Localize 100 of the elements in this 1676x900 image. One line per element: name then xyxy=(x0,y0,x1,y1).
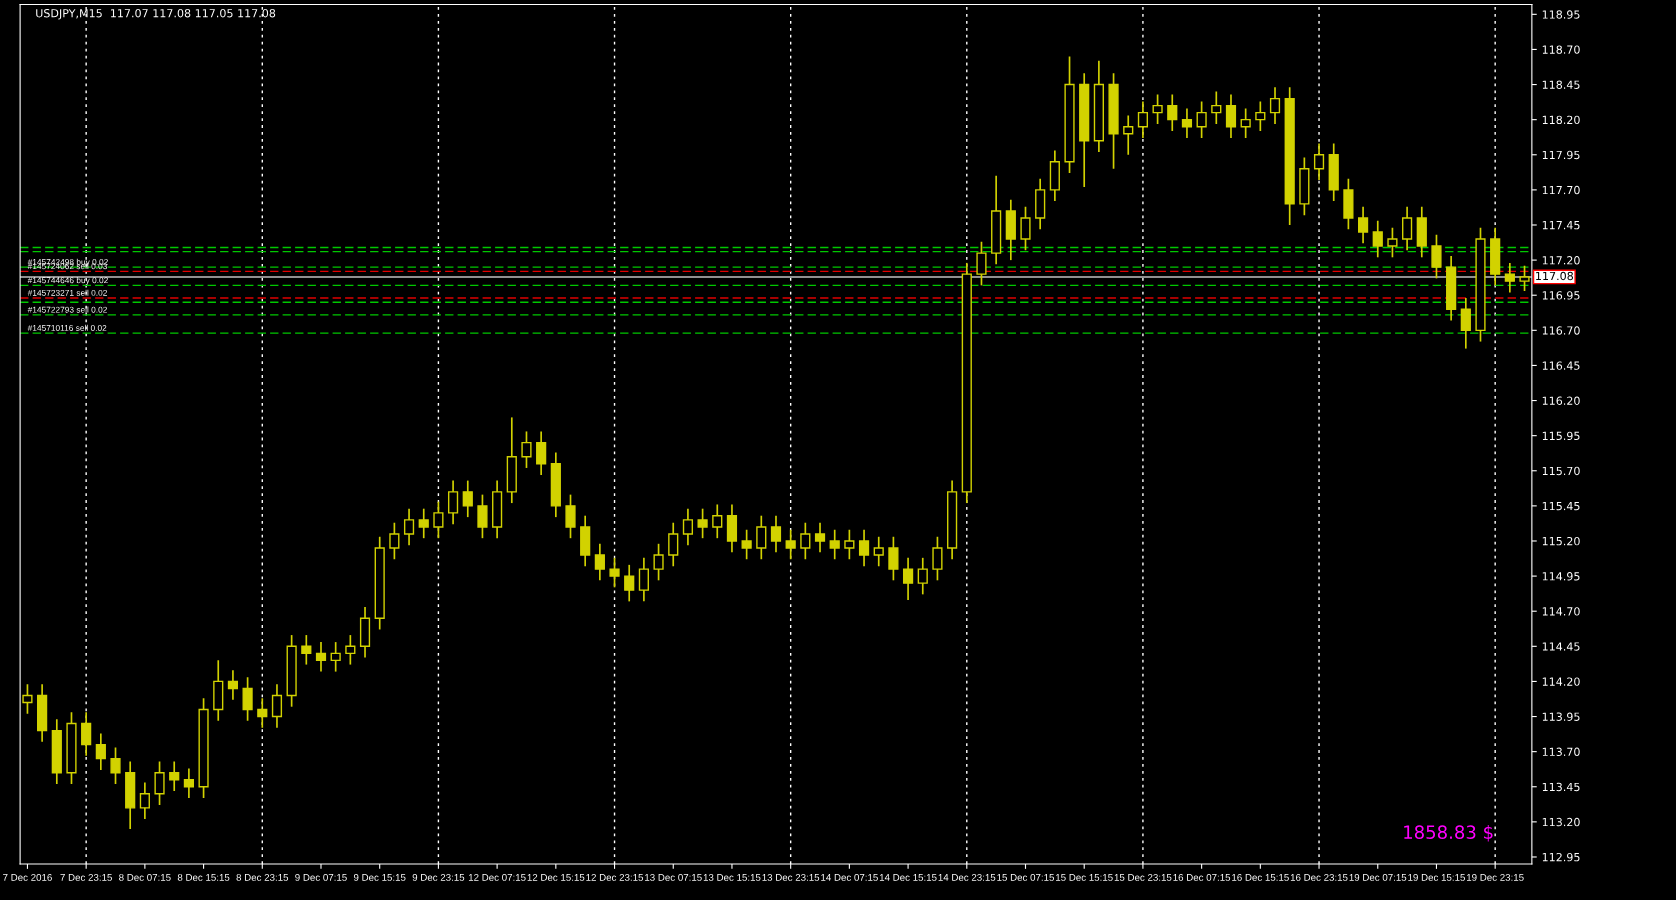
x-tick-label: 16 Dec 23:15 xyxy=(1290,873,1348,881)
y-tick-label: 118.95 xyxy=(1542,10,1580,19)
candlestick xyxy=(1255,100,1266,132)
x-tick-label: 12 Dec 23:15 xyxy=(586,873,644,881)
candlestick xyxy=(110,746,121,785)
y-tick-label: 115.45 xyxy=(1542,502,1580,511)
x-tick-label: 9 Dec 15:15 xyxy=(353,873,406,881)
candlestick xyxy=(1269,86,1281,125)
candlestick xyxy=(301,634,312,666)
x-tick-label: 9 Dec 07:15 xyxy=(295,873,347,881)
candlestick xyxy=(800,521,811,561)
x-tick-label: 7 Dec 23:15 xyxy=(60,873,112,881)
candlestick xyxy=(169,760,180,792)
candlestick xyxy=(873,535,884,568)
candlestick xyxy=(183,767,194,799)
candlestick xyxy=(227,669,239,701)
candlestick xyxy=(271,683,283,729)
x-tick-label: 8 Dec 07:15 xyxy=(119,873,171,881)
candlestick xyxy=(477,493,488,540)
candlestick xyxy=(1387,226,1398,259)
candlestick xyxy=(756,514,767,561)
candlestick xyxy=(888,535,899,582)
candlestick xyxy=(682,507,694,547)
candlestick xyxy=(345,634,356,666)
candlestick xyxy=(1211,90,1222,125)
candlestick xyxy=(829,528,840,561)
ref-line-label: 117.08 xyxy=(1536,271,1574,281)
x-tick-label: 15 Dec 23:15 xyxy=(1114,873,1172,881)
x-tick-label: 9 Dec 23:15 xyxy=(412,873,465,881)
candlestick xyxy=(536,430,547,476)
y-tick-label: 113.45 xyxy=(1542,782,1580,792)
candlestick xyxy=(1020,205,1031,252)
y-tick-label: 115.95 xyxy=(1542,431,1580,441)
candlestick xyxy=(154,760,165,806)
candlestick xyxy=(770,514,782,554)
y-tick-label: 116.70 xyxy=(1542,326,1580,335)
y-tick-label: 117.95 xyxy=(1542,150,1580,160)
candlestick xyxy=(638,557,649,603)
candlestick xyxy=(976,241,987,287)
y-tick-label: 113.70 xyxy=(1542,747,1580,757)
y-tick-label: 117.70 xyxy=(1542,185,1580,195)
candlestick xyxy=(844,528,855,561)
candlestick xyxy=(1357,205,1369,245)
x-tick-label: 15 Dec 15:15 xyxy=(1056,874,1113,881)
y-tick-label: 118.45 xyxy=(1542,80,1580,89)
x-tick-label: 19 Dec 07:15 xyxy=(1349,873,1407,881)
candlestick xyxy=(403,507,415,547)
chart-title: USDJPY,M15 117.07 117.08 117.05 117.08 xyxy=(36,8,276,20)
candlestick xyxy=(1519,264,1530,292)
x-tick-label: 13 Dec 15:15 xyxy=(703,873,761,881)
y-tick-label: 115.70 xyxy=(1542,466,1580,476)
y-tick-label: 113.20 xyxy=(1542,817,1580,827)
candlestick xyxy=(330,641,341,673)
candlestick xyxy=(609,557,620,589)
candlestick xyxy=(594,542,605,582)
y-tick-label: 114.45 xyxy=(1542,642,1580,651)
x-tick-label: 13 Dec 23:15 xyxy=(762,873,820,881)
candlestick xyxy=(1225,93,1237,139)
candlestick xyxy=(1123,114,1134,156)
candlestick xyxy=(712,503,723,540)
candlestick xyxy=(462,479,473,518)
x-tick-label: 16 Dec 07:15 xyxy=(1173,873,1231,881)
candlestick xyxy=(917,557,928,596)
x-tick-label: 16 Dec 15:15 xyxy=(1232,873,1289,881)
x-tick-label: 8 Dec 15:15 xyxy=(177,873,230,881)
x-tick-label: 12 Dec 07:15 xyxy=(468,873,526,881)
candlestick xyxy=(242,676,253,722)
candlestick xyxy=(389,521,400,561)
candlestick xyxy=(95,732,106,771)
candlestick xyxy=(814,521,826,554)
y-tick-label: 116.45 xyxy=(1542,361,1580,370)
candlestick xyxy=(447,479,459,525)
candlestick xyxy=(741,528,752,561)
y-tick-label: 114.95 xyxy=(1542,572,1580,581)
candlestick xyxy=(785,528,796,561)
candlestick xyxy=(433,500,444,540)
ref-line-label: #145723271 sell 0.02 xyxy=(27,289,107,296)
x-tick-label: 19 Dec 23:15 xyxy=(1467,873,1524,881)
candlestick xyxy=(418,507,429,540)
candlestick xyxy=(668,521,679,568)
y-tick-label: 116.20 xyxy=(1542,396,1580,405)
candlestick xyxy=(81,711,92,757)
annotation: 1858.83 $ xyxy=(1404,825,1493,842)
candlestick xyxy=(1431,233,1442,280)
ref-line-label: #145722793 sell 0.02 xyxy=(27,306,107,313)
x-tick-label: 19 Dec 15:15 xyxy=(1408,873,1465,881)
candlestick xyxy=(697,507,708,540)
y-tick-label: 115.20 xyxy=(1542,536,1580,546)
candlestick xyxy=(624,564,635,603)
candlestick xyxy=(257,697,268,729)
ref-line-label: #145710116 sell 0.02 xyxy=(27,324,107,331)
y-tick-label: 117.20 xyxy=(1542,256,1580,265)
candlestick xyxy=(1181,107,1193,139)
y-tick-label: 114.20 xyxy=(1542,677,1580,686)
candlestick xyxy=(902,557,914,601)
candlestick xyxy=(932,535,943,582)
x-tick-label: 13 Dec 07:15 xyxy=(645,873,702,881)
candlestick xyxy=(1152,93,1163,125)
y-tick-label: 113.95 xyxy=(1542,712,1580,721)
candlestick xyxy=(139,781,150,820)
